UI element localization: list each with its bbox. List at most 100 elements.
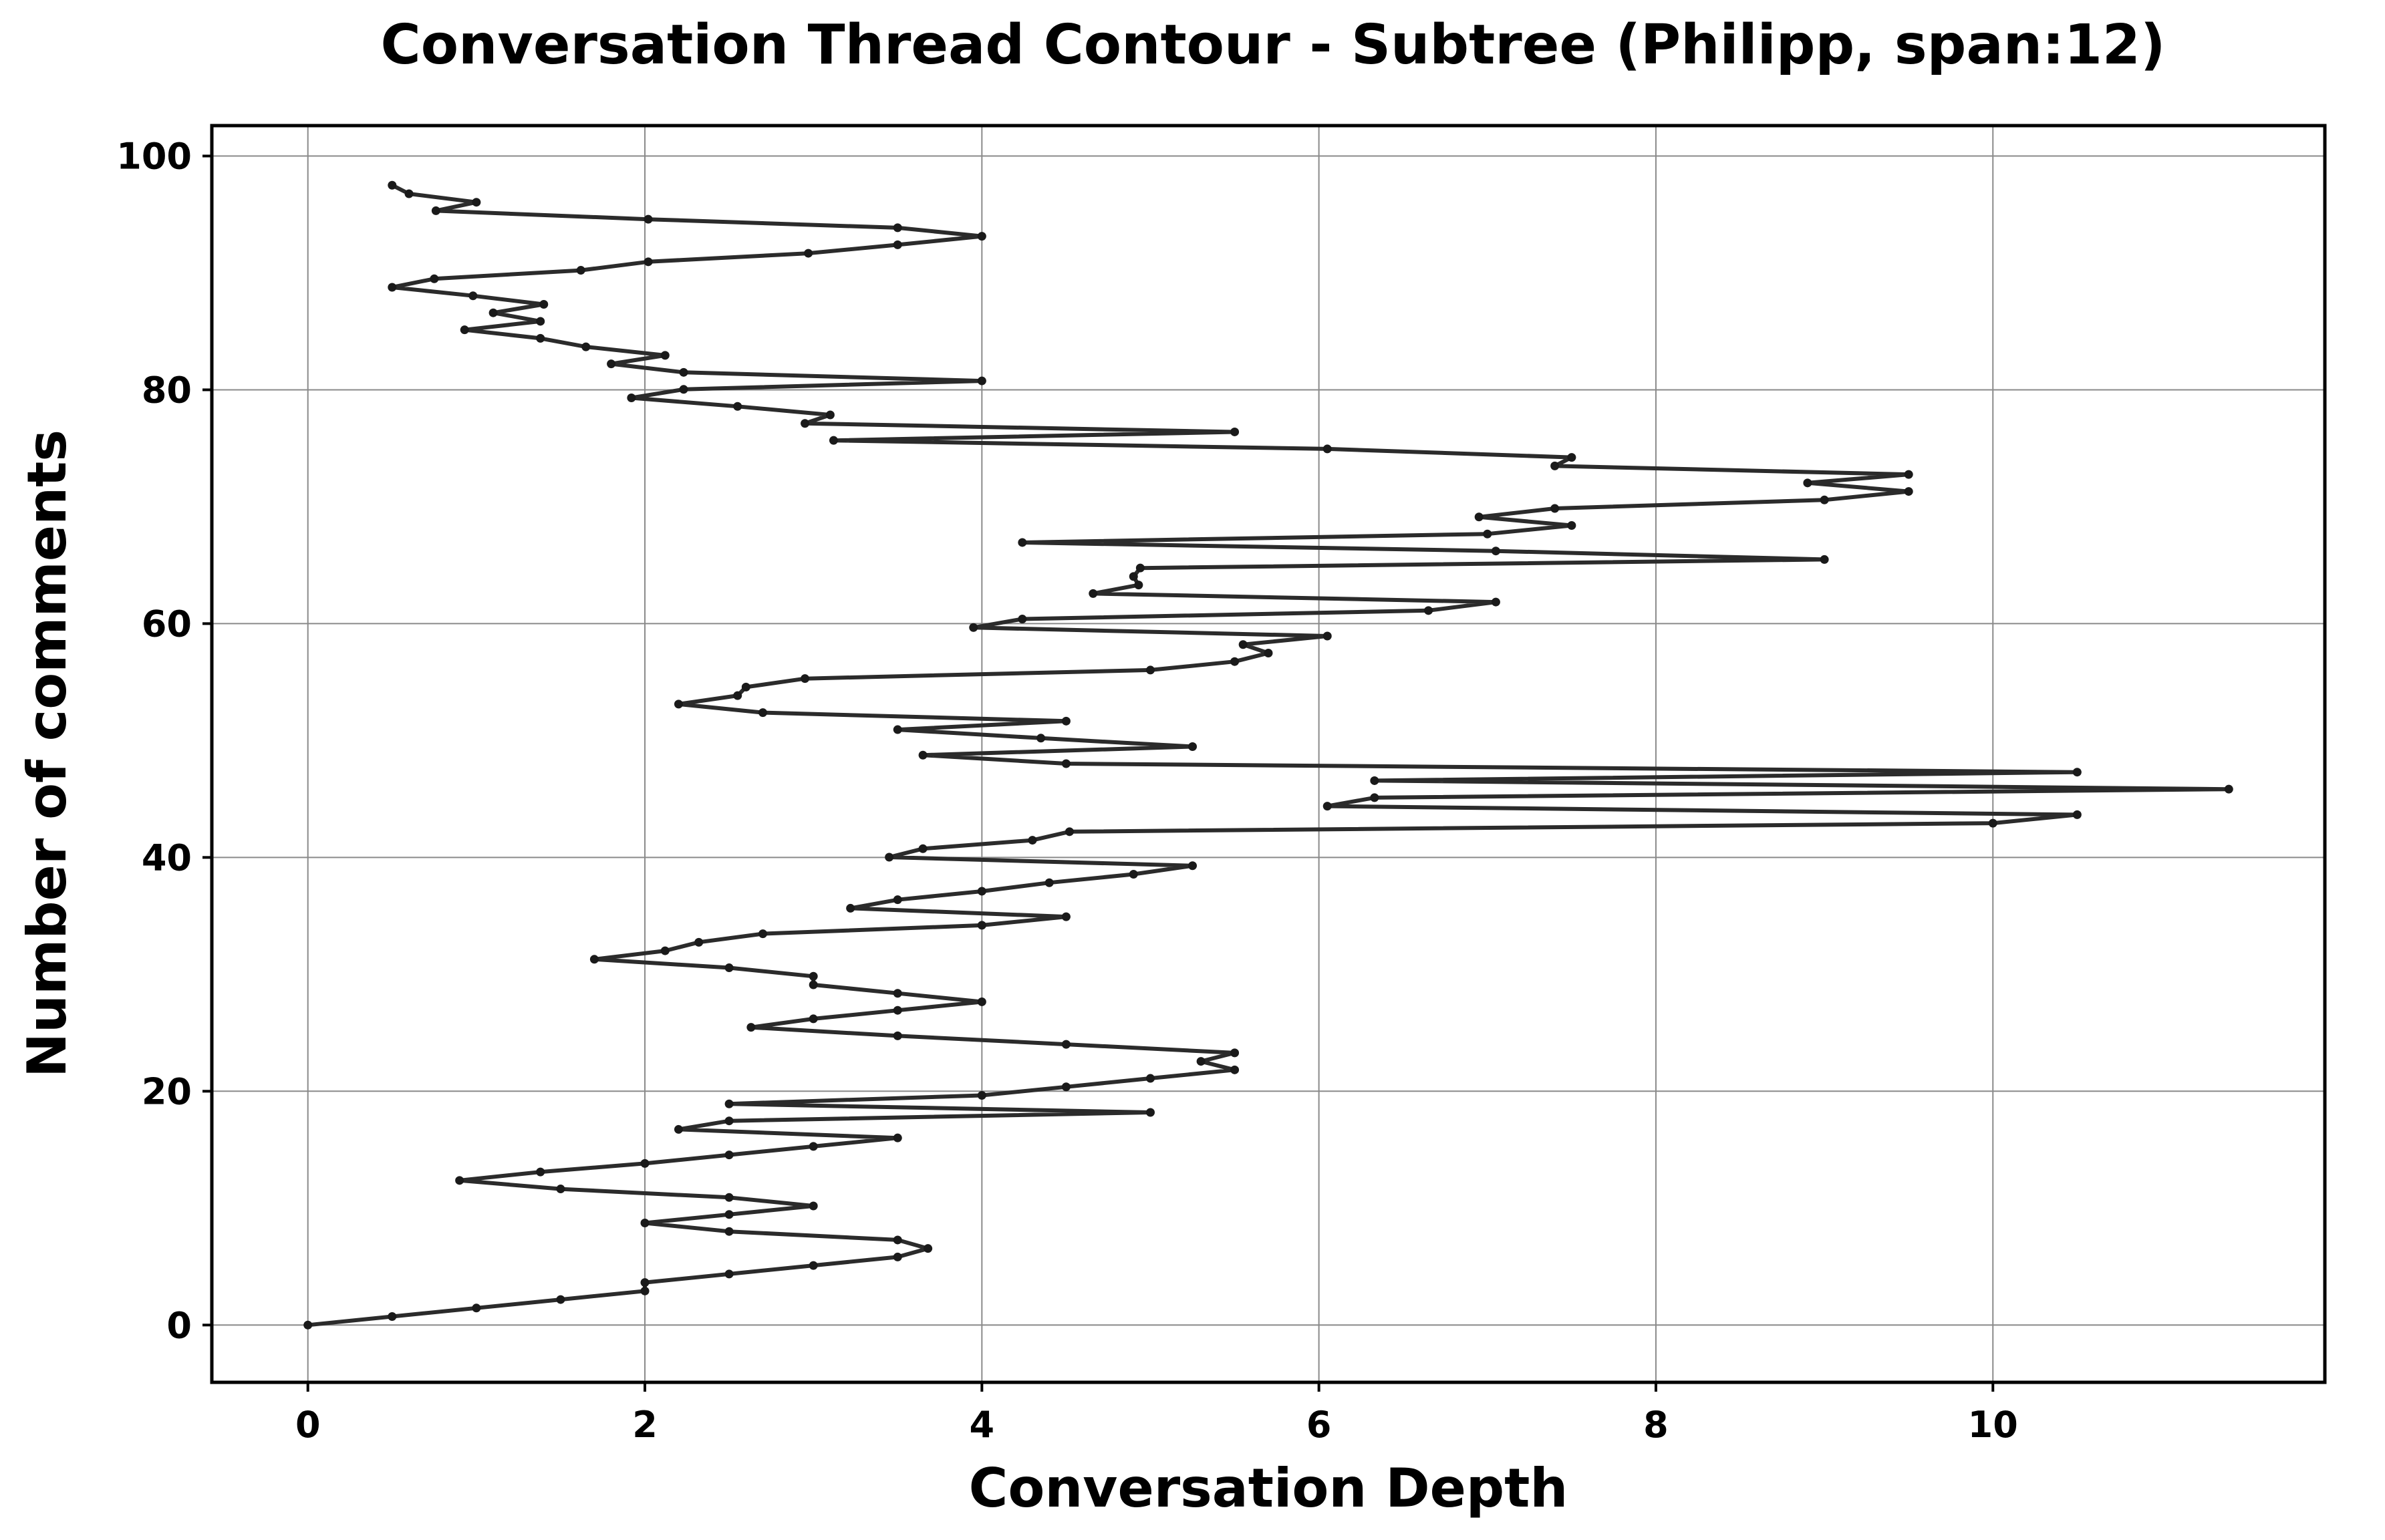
data-point bbox=[893, 1252, 902, 1261]
data-point bbox=[1065, 827, 1074, 836]
data-point-group bbox=[303, 180, 2233, 1330]
data-point bbox=[303, 1320, 313, 1330]
data-point bbox=[893, 725, 902, 734]
data-point bbox=[1230, 1048, 1240, 1058]
data-point bbox=[1820, 495, 1829, 504]
data-point bbox=[1491, 547, 1500, 556]
data-point bbox=[1567, 453, 1576, 462]
data-point bbox=[758, 929, 768, 939]
data-point bbox=[733, 691, 742, 700]
y-tick-label: 60 bbox=[142, 603, 192, 645]
data-point bbox=[893, 895, 902, 905]
data-point bbox=[660, 946, 670, 955]
data-point bbox=[388, 1312, 397, 1322]
data-point bbox=[969, 623, 978, 632]
data-point bbox=[801, 419, 810, 428]
data-point bbox=[388, 283, 397, 292]
data-point bbox=[674, 700, 683, 709]
data-point bbox=[746, 1023, 756, 1032]
data-point bbox=[829, 436, 838, 445]
data-point bbox=[1238, 640, 1248, 649]
data-point bbox=[1134, 581, 1143, 590]
data-point bbox=[893, 1235, 902, 1245]
data-point bbox=[1483, 529, 1492, 538]
plot-frame bbox=[210, 124, 2327, 1384]
data-point bbox=[607, 359, 616, 369]
data-point bbox=[1061, 759, 1071, 768]
data-point bbox=[556, 1185, 565, 1194]
data-point bbox=[1196, 1057, 1206, 1066]
data-point bbox=[1904, 487, 1913, 496]
data-point bbox=[1230, 427, 1240, 436]
data-point bbox=[576, 266, 585, 275]
data-point bbox=[1061, 1082, 1071, 1092]
data-point bbox=[893, 223, 902, 233]
x-tick-label: 2 bbox=[632, 1404, 658, 1446]
data-point bbox=[640, 1218, 650, 1227]
data-point bbox=[724, 1269, 734, 1279]
data-point bbox=[809, 1142, 818, 1151]
data-point bbox=[1145, 665, 1155, 675]
data-point bbox=[644, 257, 653, 267]
data-point bbox=[977, 997, 986, 1006]
data-point bbox=[801, 674, 810, 683]
data-point bbox=[1550, 504, 1560, 513]
data-point bbox=[1018, 538, 1027, 547]
x-axis-label: Conversation Depth bbox=[969, 1457, 1568, 1519]
y-axis: 0 20 40 60 80 100 bbox=[116, 135, 212, 1346]
data-point bbox=[455, 1176, 464, 1185]
chart-title: Conversation Thread Contour - Subtree (P… bbox=[381, 13, 2166, 77]
data-point bbox=[1424, 606, 1433, 615]
data-point bbox=[1061, 716, 1071, 726]
data-point bbox=[640, 1278, 650, 1287]
data-point bbox=[741, 682, 750, 691]
data-point bbox=[809, 980, 818, 989]
data-point bbox=[885, 853, 894, 862]
data-point bbox=[724, 1099, 734, 1108]
data-point bbox=[724, 1116, 734, 1126]
data-point bbox=[724, 1150, 734, 1160]
data-point bbox=[1550, 461, 1560, 470]
data-point bbox=[1188, 861, 1198, 871]
data-point bbox=[679, 385, 688, 394]
x-tick-label: 8 bbox=[1643, 1404, 1669, 1446]
x-tick-label: 0 bbox=[295, 1404, 321, 1446]
data-point bbox=[1322, 631, 1332, 641]
data-point bbox=[733, 402, 742, 411]
data-point bbox=[1904, 470, 1913, 479]
data-point bbox=[918, 750, 928, 760]
data-point bbox=[1036, 734, 1046, 743]
data-point bbox=[1061, 1040, 1071, 1049]
data-point bbox=[556, 1295, 565, 1304]
data-point bbox=[694, 937, 704, 947]
x-tick-label: 6 bbox=[1306, 1404, 1332, 1446]
data-point bbox=[1135, 563, 1145, 573]
data-point bbox=[1322, 802, 1332, 811]
data-point bbox=[644, 214, 653, 224]
data-point bbox=[640, 1286, 650, 1295]
data-point bbox=[724, 963, 734, 973]
data-point bbox=[1370, 793, 1379, 802]
y-tick-label: 80 bbox=[142, 369, 192, 411]
data-point bbox=[536, 317, 545, 326]
data-point bbox=[809, 1261, 818, 1270]
data-point bbox=[388, 180, 397, 190]
data-point bbox=[809, 1014, 818, 1024]
data-point bbox=[1230, 1065, 1240, 1074]
data-point bbox=[918, 844, 928, 853]
x-tick-label: 10 bbox=[1968, 1404, 2018, 1446]
data-point bbox=[1264, 648, 1273, 657]
data-point bbox=[1061, 912, 1071, 921]
data-point bbox=[1491, 597, 1500, 607]
data-point bbox=[640, 1159, 650, 1168]
data-point bbox=[589, 955, 599, 964]
data-point bbox=[1188, 742, 1198, 752]
data-point bbox=[1145, 1074, 1155, 1083]
data-point bbox=[1028, 836, 1037, 845]
data-point bbox=[893, 989, 902, 998]
series-line-group bbox=[305, 183, 2231, 1328]
data-point bbox=[924, 1244, 933, 1253]
data-point bbox=[893, 1031, 902, 1040]
y-tick-label: 40 bbox=[142, 836, 192, 879]
data-point bbox=[581, 342, 591, 351]
